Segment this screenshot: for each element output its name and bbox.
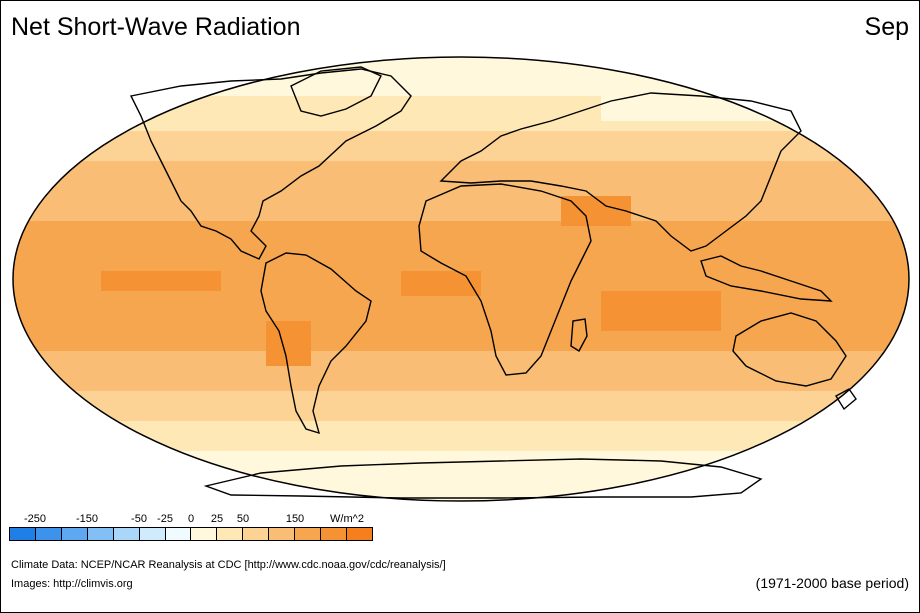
- legend-label: 25: [210, 513, 224, 525]
- peak-patch-indian-ocean: [601, 291, 721, 331]
- peak-patch-pacific: [101, 271, 221, 291]
- band-south-subtropic: [13, 351, 909, 391]
- colorbar-swatch: [346, 528, 372, 540]
- month-label: Sep: [864, 13, 909, 41]
- legend-label: 150: [285, 513, 305, 525]
- africa-outline: [418, 183, 592, 376]
- australia-outline: [732, 312, 847, 387]
- europe-asia-outline: [439, 92, 802, 252]
- colorbar-swatch: [165, 528, 192, 540]
- images-credit: Images: http://climvis.org: [11, 578, 133, 590]
- legend-label: W/m^2: [330, 513, 364, 525]
- peak-patch-arabia: [561, 196, 631, 226]
- colorbar: [9, 527, 373, 541]
- band-north-subpolar: [13, 96, 909, 131]
- climate-data-credit: Climate Data: NCEP/NCAR Reanalysis at CD…: [11, 559, 446, 571]
- map-title: Net Short-Wave Radiation: [11, 13, 301, 41]
- colorbar-swatch: [243, 528, 270, 540]
- legend-labels: -250 -150 -50 -25 0 25 50 150 W/m^2: [9, 513, 373, 527]
- madagascar-outline: [570, 318, 588, 352]
- indonesia-outline: [700, 255, 833, 302]
- new-zealand-outline: [835, 388, 857, 411]
- peak-patch-atlantic: [401, 271, 481, 296]
- colorbar-swatch: [191, 528, 218, 540]
- legend-label: -25: [157, 513, 173, 525]
- band-south-midlat: [13, 391, 909, 421]
- colorbar-swatch: [61, 528, 88, 540]
- coastlines: [129, 66, 857, 499]
- colorbar-swatch: [35, 528, 62, 540]
- globe-outline: [12, 56, 910, 502]
- band-north-midlat: [13, 131, 909, 161]
- colorbar-swatch: [217, 528, 244, 540]
- legend-label: 0: [187, 513, 195, 525]
- greenland-outline: [290, 66, 382, 117]
- legend-label: -250: [23, 513, 47, 525]
- legend-label: -150: [75, 513, 99, 525]
- antarctica-outline: [203, 458, 763, 499]
- base-period-label: (1971-2000 base period): [755, 575, 909, 591]
- peak-patch-south-america: [266, 321, 311, 366]
- colorbar-swatch: [321, 528, 347, 540]
- band-north-subtropic: [13, 161, 909, 221]
- north-america-outline: [129, 68, 412, 260]
- colorbar-swatch: [113, 528, 140, 540]
- legend-label: 50: [236, 513, 250, 525]
- colorbar-swatch: [10, 528, 36, 540]
- south-america-outline: [260, 252, 372, 435]
- colorbar-swatch: [269, 528, 296, 540]
- colorbar-swatch: [139, 528, 166, 540]
- band-south-subpolar: [13, 421, 909, 451]
- colorbar-swatch: [295, 528, 322, 540]
- legend-label: -50: [131, 513, 147, 525]
- colorbar-swatch: [87, 528, 114, 540]
